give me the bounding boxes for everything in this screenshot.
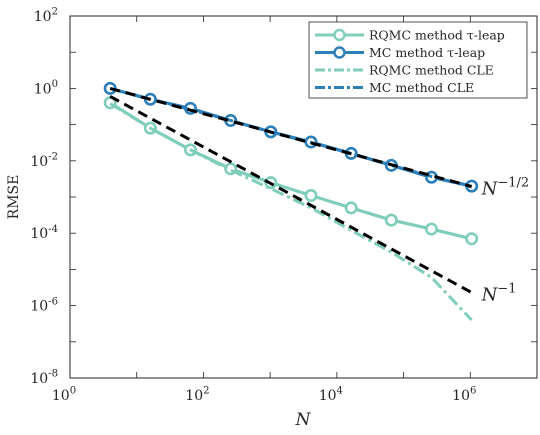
series-0-marker [304, 189, 318, 203]
y-tick-label-5: 102 [34, 7, 58, 25]
reference-label-0-base: N [481, 179, 499, 200]
series-0-marker [344, 201, 358, 215]
series-line-3 [109, 86, 473, 189]
legend: RQMC method τ-leap MC method τ-leap RQMC m… [308, 21, 528, 99]
legend-label-0: RQMC method τ-leap [369, 28, 505, 43]
y-tick-label-4-base: 10 [34, 81, 52, 97]
legend-label-2: RQMC method CLE [369, 63, 494, 78]
y-tick-label-2-base: 10 [30, 226, 48, 242]
reference-label-1-exp: −1 [497, 281, 516, 296]
y-tick-label-5-base: 10 [34, 9, 52, 25]
y-tick-label-0-base: 10 [30, 371, 48, 387]
reference-lines-layer: N−1/2N−1 [109, 86, 529, 306]
y-tick-label-4: 100 [34, 79, 58, 97]
series-line-2 [109, 102, 473, 322]
reference-label-1-base: N [481, 285, 499, 306]
x-tick-label-3: 106 [452, 386, 476, 404]
y-tick-label-1-exp: -6 [48, 296, 58, 307]
y-tick-label-1-base: 10 [30, 299, 48, 315]
x-axis-label: N [295, 410, 312, 430]
reference-label-0: N−1/2 [481, 175, 529, 199]
y-tick-label-1: 10-6 [30, 296, 58, 314]
x-tick-label-1-exp: 2 [203, 386, 209, 397]
x-tick-label-3-base: 10 [452, 388, 470, 404]
reference-line-1 [109, 95, 473, 294]
legend-label-1: MC method τ-leap [369, 45, 485, 60]
x-tick-label-0-exp: 0 [70, 386, 76, 397]
x-tick-label-0: 100 [52, 386, 76, 404]
series-0-marker [424, 222, 438, 236]
legend-marker-0 [333, 28, 346, 42]
series-0-marker [465, 232, 479, 246]
x-tick-label-2-exp: 4 [337, 386, 343, 397]
y-tick-label-2-exp: -4 [48, 224, 58, 235]
x-tick-label-1-base: 10 [185, 388, 203, 404]
y-tick-label-0: 10-8 [30, 369, 58, 387]
y-axis-label: RMSE [6, 175, 22, 220]
y-tick-label-0-exp: -8 [48, 369, 58, 380]
x-tick-label-1: 102 [185, 386, 209, 404]
x-tick-label-0-base: 10 [52, 388, 70, 404]
y-tick-label-3: 10-2 [30, 152, 58, 170]
legend-marker-1 [333, 46, 346, 59]
y-tick-label-2: 10-4 [30, 224, 58, 242]
reference-label-0-exp: −1/2 [497, 175, 529, 190]
legend-label-3: MC method CLE [369, 80, 474, 95]
x-tick-label-3-exp: 6 [470, 386, 476, 397]
series-0-marker [384, 213, 398, 227]
reference-label-1: N−1 [481, 281, 517, 305]
plot-frame [69, 15, 538, 379]
reference-line-0 [109, 86, 473, 188]
x-tick-label-2-base: 10 [319, 388, 337, 404]
y-tick-label-4-exp: 0 [52, 79, 58, 90]
y-tick-label-5-exp: 2 [52, 7, 58, 18]
y-tick-label-3-exp: -2 [48, 152, 58, 163]
x-tick-label-2: 104 [319, 386, 343, 404]
y-tick-label-3-base: 10 [30, 154, 48, 170]
